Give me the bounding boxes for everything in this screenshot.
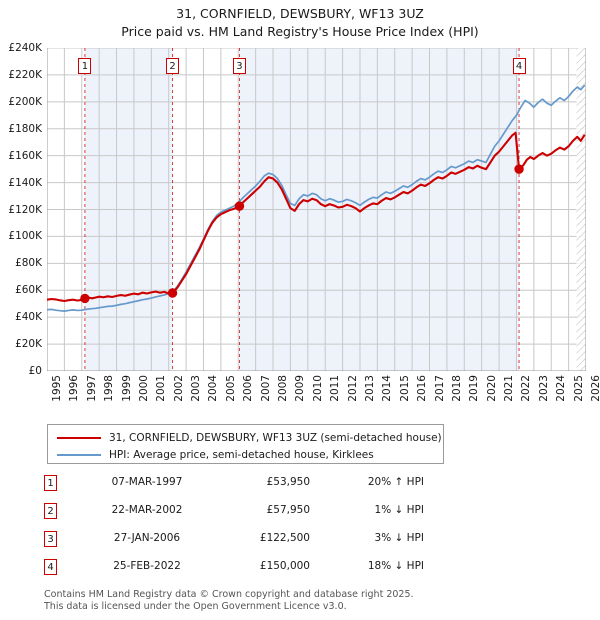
x-axis-tick-label: 1997 [85, 375, 98, 402]
y-axis-tick-label: £120K [8, 203, 42, 216]
transaction-index-badge: 2 [44, 503, 57, 519]
x-axis-tick-label: 2008 [277, 375, 290, 402]
transaction-price: £150,000 [259, 560, 310, 572]
transaction-hpi-delta: 3% ↓ HPI [374, 532, 424, 544]
page-title: 31, CORNFIELD, DEWSBURY, WF13 3UZ [176, 6, 424, 21]
transaction-hpi-delta: 1% ↓ HPI [374, 504, 424, 516]
x-axis-tick-label: 2015 [398, 375, 411, 402]
x-axis-tick-label: 2007 [259, 375, 272, 402]
table-row[interactable]: 1 07-MAR-1997 £53,950 20% ↑ HPI [44, 472, 454, 500]
y-axis-tick-label: £80K [15, 257, 42, 270]
transaction-hpi-delta: 18% ↓ HPI [367, 560, 424, 572]
y-axis-tick-label: £40K [15, 311, 42, 324]
table-row[interactable]: 2 22-MAR-2002 £57,950 1% ↓ HPI [44, 500, 454, 528]
y-axis-tick-label: £180K [8, 122, 42, 135]
x-axis-tick-label: 2004 [207, 375, 220, 402]
x-axis-tick-label: 2006 [242, 375, 255, 402]
y-axis-tick-label: £60K [15, 284, 42, 297]
legend-label-property: 31, CORNFIELD, DEWSBURY, WF13 3UZ (semi-… [109, 431, 442, 444]
legend-label-hpi: HPI: Average price, semi-detached house,… [109, 448, 374, 461]
transaction-index-badge: 1 [44, 475, 57, 491]
x-axis-tick-label: 2001 [155, 375, 168, 402]
x-axis-tick-label: 2013 [363, 375, 376, 402]
x-axis-tick-label: 2014 [381, 375, 394, 402]
x-axis-tick-label: 2009 [294, 375, 307, 402]
chart-svg [47, 48, 586, 371]
chart-legend: 31, CORNFIELD, DEWSBURY, WF13 3UZ (semi-… [47, 424, 444, 464]
transaction-index-badge: 4 [44, 559, 57, 575]
transaction-date: 27-JAN-2006 [113, 532, 181, 544]
transaction-price: £57,950 [266, 504, 310, 516]
footer-line-1: Contains HM Land Registry data © Crown c… [44, 589, 414, 600]
x-axis-tick-label: 2023 [537, 375, 550, 402]
transaction-date: 25-FEB-2022 [113, 560, 181, 572]
page-subtitle: Price paid vs. HM Land Registry's House … [121, 24, 479, 39]
x-axis-tick-label: 2020 [485, 375, 498, 402]
y-axis-tick-label: £220K [8, 68, 42, 81]
x-axis-tick-label: 2003 [190, 375, 203, 402]
transaction-price: £122,500 [259, 532, 310, 544]
chart-plot-area [47, 48, 586, 371]
x-axis-tick-label: 2016 [416, 375, 429, 402]
legend-item-hpi: HPI: Average price, semi-detached house,… [48, 446, 443, 463]
legend-swatch-property [57, 436, 101, 439]
y-axis-tick-label: £20K [15, 338, 42, 351]
x-axis-tick-label: 1998 [103, 375, 116, 402]
legend-swatch-hpi [57, 453, 101, 456]
y-axis-tick-label: £0 [28, 365, 42, 377]
transaction-index-badge: 3 [44, 531, 57, 547]
legend-item-property: 31, CORNFIELD, DEWSBURY, WF13 3UZ (semi-… [48, 429, 443, 446]
y-axis-tick-label: £140K [8, 176, 42, 189]
x-axis-tick-label: 2018 [450, 375, 463, 402]
copyright-footer: Contains HM Land Registry data © Crown c… [44, 589, 564, 612]
transaction-date: 22-MAR-2002 [111, 504, 183, 516]
x-axis-tick-label: 2017 [433, 375, 446, 402]
transaction-date: 07-MAR-1997 [111, 476, 183, 488]
table-row[interactable]: 3 27-JAN-2006 £122,500 3% ↓ HPI [44, 528, 454, 556]
x-axis-tick-label: 2026 [590, 375, 600, 402]
x-axis-tick-label: 2000 [137, 375, 150, 402]
x-axis-tick-label: 2011 [329, 375, 342, 402]
y-axis-tick-label: £100K [8, 230, 42, 243]
transaction-hpi-delta: 20% ↑ HPI [367, 476, 424, 488]
x-axis-tick-label: 2021 [503, 375, 516, 402]
y-axis-tick-label: £240K [8, 42, 42, 54]
x-axis-tick-label: 1995 [51, 375, 63, 402]
x-axis-tick-label: 2002 [172, 375, 185, 402]
x-axis-tick-label: 2019 [468, 375, 481, 402]
x-axis-tick-label: 2005 [224, 375, 237, 402]
x-axis-tick-label: 2010 [311, 375, 324, 402]
x-axis-tick-label: 2022 [520, 375, 533, 402]
x-axis-tick-label: 2025 [572, 375, 585, 402]
table-row[interactable]: 4 25-FEB-2022 £150,000 18% ↓ HPI [44, 556, 454, 584]
x-axis-tick-label: 1999 [120, 375, 133, 402]
x-axis-tick-label: 2012 [346, 375, 359, 402]
transactions-table: 1 07-MAR-1997 £53,950 20% ↑ HPI 2 22-MAR… [44, 472, 454, 584]
footer-line-2: This data is licensed under the Open Gov… [44, 600, 347, 612]
x-axis-tick-label: 2024 [555, 375, 568, 402]
x-axis-tick-label: 1996 [68, 375, 81, 402]
y-axis-tick-label: £160K [8, 149, 42, 162]
transaction-price: £53,950 [266, 476, 310, 488]
y-axis-tick-label: £200K [8, 95, 42, 108]
